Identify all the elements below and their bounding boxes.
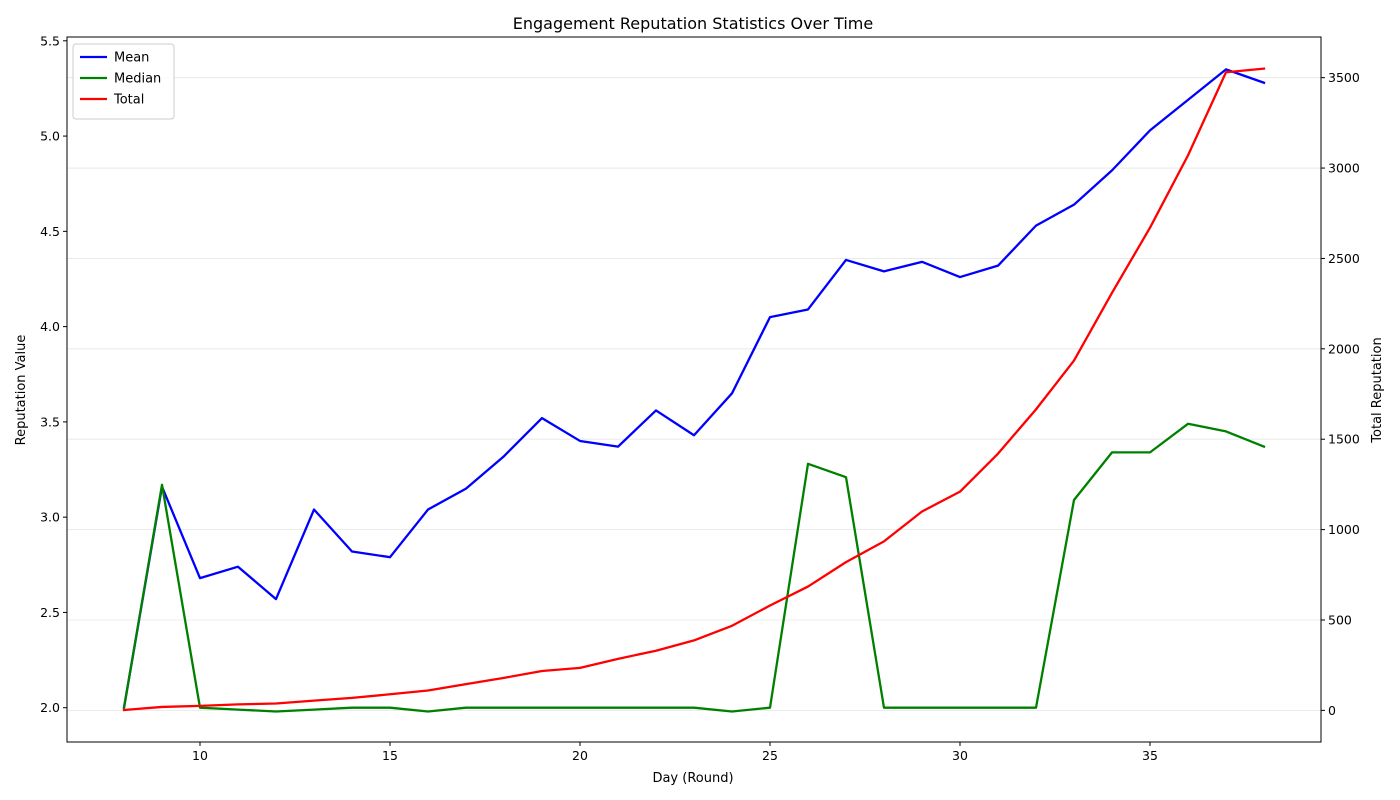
y-right-tick-label: 1000	[1328, 522, 1360, 537]
x-axis-label: Day (Round)	[652, 771, 733, 786]
y-axis-left-ticks: 2.0 2.5 3.0 3.5 4.0 4.5 5.0 5.5	[40, 33, 67, 715]
y-right-tick-label: 1500	[1328, 432, 1360, 447]
x-axis-ticks: 10 15 20 25 30 35	[192, 742, 1158, 763]
legend-label-total: Total	[113, 93, 144, 108]
series-lines	[122, 67, 1266, 713]
y-right-tick-label: 3500	[1328, 70, 1360, 85]
legend-box	[72, 43, 175, 120]
y-axis-right-label: Total Reputation	[1370, 337, 1385, 443]
y-axis-right-ticks: 0 500 1000 1500 2000 2500 3000 3500	[1321, 70, 1360, 718]
y-right-tick-label: 0	[1328, 703, 1336, 718]
chart-title: Engagement Reputation Statistics Over Ti…	[513, 14, 873, 33]
y-right-tick-label: 3000	[1328, 161, 1360, 176]
y-left-tick-label: 4.0	[40, 319, 60, 334]
x-tick-label: 20	[572, 748, 588, 763]
y-right-tick-label: 2000	[1328, 341, 1360, 356]
y-left-tick-label: 2.5	[40, 605, 60, 620]
x-tick-label: 35	[1142, 748, 1158, 763]
series-line-total	[122, 67, 1266, 712]
legend-label-median: Median	[114, 72, 161, 87]
y-right-tick-label: 2500	[1328, 251, 1360, 266]
y-axis-left-label: Reputation Value	[14, 335, 29, 446]
y-left-tick-label: 3.0	[40, 510, 60, 525]
y-left-tick-label: 5.0	[40, 129, 60, 144]
series-line-mean	[122, 68, 1266, 710]
y-right-tick-label: 500	[1328, 612, 1352, 627]
legend: Mean Median Total	[72, 43, 175, 120]
y-left-tick-label: 5.5	[40, 33, 60, 48]
y-left-tick-label: 4.5	[40, 224, 60, 239]
x-tick-label: 10	[192, 748, 208, 763]
x-tick-label: 15	[382, 748, 398, 763]
y-left-tick-label: 2.0	[40, 700, 60, 715]
x-tick-label: 30	[952, 748, 968, 763]
x-tick-label: 25	[762, 748, 778, 763]
gridlines	[67, 77, 1321, 711]
series-line-median	[122, 422, 1266, 713]
y-left-tick-label: 3.5	[40, 414, 60, 429]
plot-frame	[66, 36, 1322, 743]
legend-label-mean: Mean	[114, 51, 149, 66]
